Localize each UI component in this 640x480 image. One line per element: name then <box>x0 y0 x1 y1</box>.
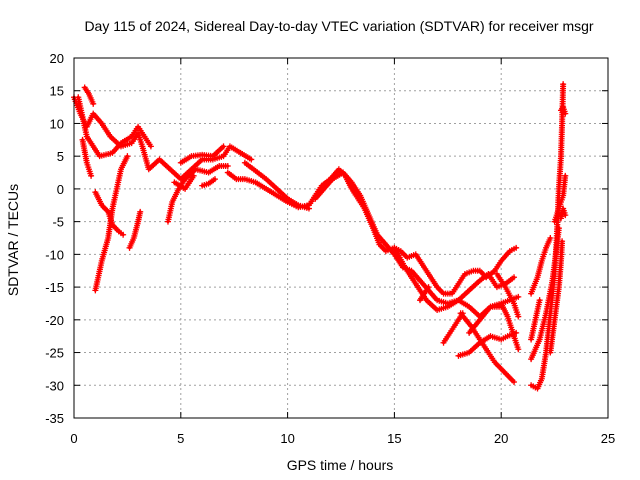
x-tick-label: 25 <box>601 431 615 446</box>
y-axis-label: SDTVAR / TECUs <box>5 184 21 296</box>
data-point <box>555 225 562 232</box>
series-arc-29 <box>558 104 569 117</box>
data-point <box>190 172 197 179</box>
series-arc-25 <box>528 235 554 297</box>
data-point <box>515 346 522 353</box>
grid <box>74 58 608 418</box>
y-tick-label: 0 <box>57 182 64 197</box>
y-tick-label: 20 <box>50 51 64 66</box>
series-arc-20 <box>498 300 522 353</box>
series-arc-4 <box>75 94 154 160</box>
series-arc-28 <box>547 238 566 356</box>
series-arc-2 <box>81 84 97 107</box>
series-arc-6 <box>92 189 127 238</box>
x-tick-label: 20 <box>494 431 508 446</box>
y-tick-label: -35 <box>45 411 64 426</box>
y-tick-label: 10 <box>50 116 64 131</box>
data-point <box>425 284 432 291</box>
x-tick-label: 0 <box>70 431 77 446</box>
series-arc-21 <box>493 271 522 320</box>
series-arc-27 <box>558 205 569 222</box>
data-point <box>562 110 569 117</box>
x-tick-label: 10 <box>280 431 294 446</box>
data-point <box>560 81 567 88</box>
series-arc-24 <box>528 225 562 363</box>
series-arc-11 <box>171 172 197 192</box>
series-arc-22 <box>417 284 432 304</box>
data-point <box>513 244 520 251</box>
x-axis-label: GPS time / hours <box>287 457 394 473</box>
y-tick-label: -10 <box>45 247 64 262</box>
x-tick-label: 15 <box>387 431 401 446</box>
data-point <box>511 379 518 385</box>
y-tick-label: -15 <box>45 280 64 295</box>
series-arc-3 <box>79 136 95 179</box>
data-point <box>547 235 554 241</box>
data-point <box>220 143 227 150</box>
series-arc-19 <box>466 303 505 336</box>
data-point <box>88 172 95 179</box>
y-tick-label: -5 <box>52 215 64 230</box>
series-arc-9 <box>177 143 227 166</box>
series-arc-1 <box>71 94 255 183</box>
series-arc-12 <box>224 166 520 297</box>
data-series <box>71 81 569 392</box>
series-arc-30 <box>528 297 543 343</box>
data-point <box>90 100 97 107</box>
y-tick-label: -30 <box>45 378 64 393</box>
series-arc-5 <box>92 153 131 294</box>
data-point <box>562 172 569 179</box>
data-point <box>248 156 255 163</box>
y-tick-label: 15 <box>50 84 64 99</box>
data-point <box>211 176 218 183</box>
data-point <box>124 153 131 160</box>
data-point <box>559 238 566 245</box>
y-tick-label: -20 <box>45 313 64 328</box>
series-trace <box>226 167 518 296</box>
data-point <box>120 231 127 238</box>
data-point <box>137 208 144 215</box>
data-point <box>515 293 522 300</box>
data-point <box>147 143 154 150</box>
data-point <box>224 163 231 169</box>
series-arc-17 <box>455 329 520 359</box>
series-arc-7 <box>126 208 144 251</box>
data-point <box>562 212 569 219</box>
data-point <box>511 274 518 281</box>
series-arc-26 <box>551 172 569 225</box>
chart-title: Day 115 of 2024, Sidereal Day-to-day VTE… <box>84 18 593 34</box>
series-arc-13 <box>241 159 312 212</box>
plot-frame <box>73 57 609 419</box>
y-tick-label: 5 <box>57 149 64 164</box>
data-point <box>536 297 543 304</box>
data-point <box>515 313 522 320</box>
data-point <box>305 205 312 212</box>
axis-ticks: 0 5 10 15 20 25 20 15 10 5 0 -5 -10 -15 -20 -25 -30 -35 <box>45 51 615 446</box>
series-arc-10 <box>199 176 218 189</box>
x-tick-label: 5 <box>177 431 184 446</box>
y-tick-label: -25 <box>45 346 64 361</box>
